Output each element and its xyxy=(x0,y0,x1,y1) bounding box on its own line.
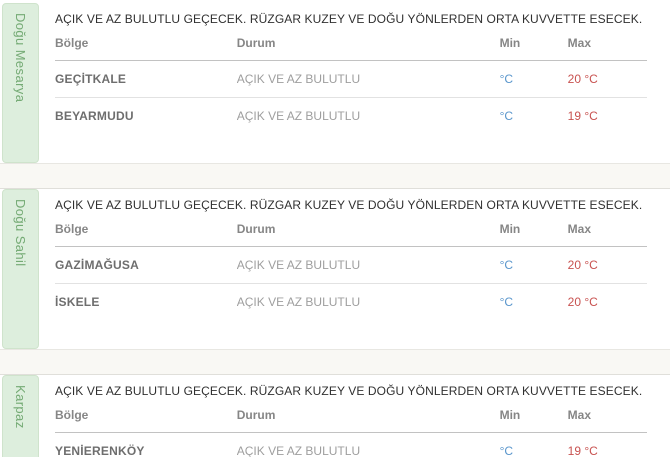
col-header-min: Min xyxy=(499,30,568,61)
col-header-min: Min xyxy=(499,216,568,247)
table-header-row: Bölge Durum Min Max xyxy=(55,30,647,61)
forecast-section-karpaz: Karpaz AÇIK VE AZ BULUTLU GEÇECEK. RÜZGA… xyxy=(0,375,670,457)
condition-value: AÇIK VE AZ BULUTLU xyxy=(236,109,361,123)
condition-value: AÇIK VE AZ BULUTLU xyxy=(236,444,361,457)
region-group-label: Doğu Sahil xyxy=(13,199,28,267)
min-temp: °C xyxy=(499,444,514,457)
forecast-description: AÇIK VE AZ BULUTLU GEÇECEK. RÜZGAR KUZEY… xyxy=(55,12,643,26)
col-header-max: Max xyxy=(567,402,647,433)
max-temp: 20 °C xyxy=(567,295,598,309)
region-name: YENİERENKÖY xyxy=(55,444,145,457)
region-name: İSKELE xyxy=(55,295,100,309)
table-header-row: Bölge Durum Min Max xyxy=(55,402,647,433)
min-temp: °C xyxy=(499,246,568,284)
col-header-region: Bölge xyxy=(55,402,237,433)
condition-value: AÇIK VE AZ BULUTLU xyxy=(236,60,500,98)
max-temp: 19 °C xyxy=(567,109,598,123)
region-group-rail: Doğu Mesarya xyxy=(2,3,39,163)
min-temp: °C xyxy=(499,109,514,123)
forecast-section-dogu-sahil: Doğu Sahil AÇIK VE AZ BULUTLU GEÇECEK. R… xyxy=(0,189,670,349)
forecast-section-dogu-mesarya: Doğu Mesarya AÇIK VE AZ BULUTLU GEÇECEK.… xyxy=(0,3,670,163)
forecast-description: AÇIK VE AZ BULUTLU GEÇECEK. RÜZGAR KUZEY… xyxy=(55,198,643,212)
region-name: BEYARMUDU xyxy=(55,109,134,123)
col-header-max: Max xyxy=(567,216,647,247)
forecast-card: AÇIK VE AZ BULUTLU GEÇECEK. RÜZGAR KUZEY… xyxy=(40,189,670,349)
table-row: GAZİMAĞUSA AÇIK VE AZ BULUTLU °C 20 °C xyxy=(55,246,647,284)
forecast-card: AÇIK VE AZ BULUTLU GEÇECEK. RÜZGAR KUZEY… xyxy=(40,3,670,163)
section-divider xyxy=(0,349,670,375)
col-header-condition: Durum xyxy=(236,402,500,433)
section-divider xyxy=(0,163,670,189)
forecast-table: Bölge Durum Min Max GEÇİTKALE AÇIK VE AZ… xyxy=(55,30,647,134)
table-row: İSKELE AÇIK VE AZ BULUTLU °C 20 °C xyxy=(55,284,647,321)
table-row: GEÇİTKALE AÇIK VE AZ BULUTLU °C 20 °C xyxy=(55,60,647,98)
condition-value: AÇIK VE AZ BULUTLU xyxy=(236,295,361,309)
col-header-min: Min xyxy=(499,402,568,433)
col-header-condition: Durum xyxy=(236,30,500,61)
region-name: GEÇİTKALE xyxy=(55,60,237,98)
max-temp: 20 °C xyxy=(567,60,647,98)
max-temp: 20 °C xyxy=(567,246,647,284)
table-row: YENİERENKÖY AÇIK VE AZ BULUTLU °C 19 °C xyxy=(55,433,647,457)
max-temp: 19 °C xyxy=(567,444,598,457)
min-temp: °C xyxy=(499,60,568,98)
condition-value: AÇIK VE AZ BULUTLU xyxy=(236,246,500,284)
region-group-label: Karpaz xyxy=(13,385,28,429)
forecast-table: Bölge Durum Min Max YENİERENKÖY AÇIK VE … xyxy=(55,402,647,457)
col-header-region: Bölge xyxy=(55,30,237,61)
forecast-table: Bölge Durum Min Max GAZİMAĞUSA AÇIK VE A… xyxy=(55,216,647,320)
region-group-label: Doğu Mesarya xyxy=(13,13,28,103)
col-header-condition: Durum xyxy=(236,216,500,247)
table-header-row: Bölge Durum Min Max xyxy=(55,216,647,247)
min-temp: °C xyxy=(499,295,514,309)
col-header-region: Bölge xyxy=(55,216,237,247)
col-header-max: Max xyxy=(567,30,647,61)
region-name: GAZİMAĞUSA xyxy=(55,246,237,284)
forecast-card: AÇIK VE AZ BULUTLU GEÇECEK. RÜZGAR KUZEY… xyxy=(40,375,670,457)
region-group-rail: Doğu Sahil xyxy=(2,189,39,349)
forecast-description: AÇIK VE AZ BULUTLU GEÇECEK. RÜZGAR KUZEY… xyxy=(55,384,643,398)
region-group-rail: Karpaz xyxy=(2,375,39,457)
table-row: BEYARMUDU AÇIK VE AZ BULUTLU °C 19 °C xyxy=(55,98,647,135)
